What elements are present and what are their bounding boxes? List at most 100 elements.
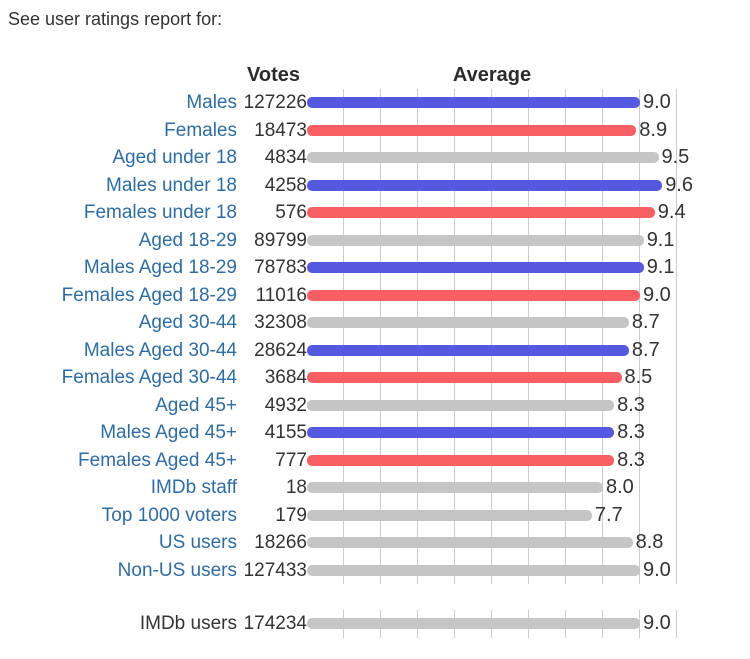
average-value: 9.0 [643, 612, 671, 634]
demographic-row: IMDb staff 18 8.0 [0, 474, 750, 502]
votes-value: 78783 [254, 257, 307, 278]
rating-bar-track: 9.0 [307, 89, 677, 117]
demographic-link[interactable]: Females Aged 45+ [78, 449, 237, 471]
demographic-link[interactable]: Males under 18 [106, 174, 237, 196]
demographic-row: Aged 30-44 32308 8.7 [0, 309, 750, 337]
rating-bar-female [307, 124, 637, 136]
table-gap [0, 584, 750, 610]
average-value: 9.1 [646, 256, 675, 278]
demographic-link[interactable]: US users [158, 532, 237, 553]
rating-bar-track: 8.9 [307, 116, 677, 144]
demographic-row: Females 18473 8.9 [0, 116, 750, 144]
demographic-link[interactable]: Top 1000 voters [101, 504, 237, 526]
votes-value: 127226 [243, 92, 307, 113]
demographic-link[interactable]: Males Aged 30-44 [83, 339, 237, 361]
rating-bar-track: 7.7 [307, 501, 677, 529]
demographic-row: Aged 18-29 89799 9.1 [0, 226, 750, 254]
demographic-link[interactable]: Non-US users [117, 559, 237, 581]
rating-bar-female [307, 454, 615, 466]
votes-value: 32308 [254, 312, 307, 333]
votes-value: 4258 [264, 174, 307, 196]
demographic-link[interactable]: Males Aged 18-29 [83, 257, 237, 278]
demographic-row: Females Aged 18-29 11016 9.0 [0, 281, 750, 309]
rating-bar-track: 9.6 [307, 171, 693, 199]
demographic-link[interactable]: Aged 30-44 [138, 312, 237, 333]
rating-bar-track: 8.7 [307, 336, 677, 364]
table-header-row: Votes Average [0, 61, 750, 89]
votes-value: 18 [285, 477, 307, 498]
rating-bar-track: 9.1 [307, 226, 677, 254]
demographic-row: Non-US users 127433 9.0 [0, 556, 750, 584]
average-column-header: Average [452, 63, 532, 86]
demographic-link[interactable]: Females under 18 [83, 202, 237, 223]
demographic-link[interactable]: Males Aged 45+ [100, 422, 237, 443]
average-value: 9.1 [646, 228, 675, 251]
average-value: 8.7 [631, 338, 660, 361]
votes-value: 777 [275, 449, 307, 471]
votes-value: 4155 [264, 422, 307, 443]
demographic-link[interactable]: Females Aged 18-29 [61, 284, 237, 306]
demographic-link[interactable]: Aged 18-29 [138, 229, 237, 251]
average-value: 9.0 [643, 91, 671, 113]
average-value: 8.3 [617, 421, 645, 443]
rating-bar-track: 8.3 [307, 419, 677, 447]
rating-bar-track: 8.5 [307, 364, 677, 392]
average-value: 8.3 [617, 393, 645, 416]
demographic-link[interactable]: Females Aged 30-44 [61, 367, 237, 388]
demographic-label: IMDb users [139, 613, 237, 634]
demographic-link[interactable]: Females [164, 119, 237, 141]
demographic-row: Males Aged 30-44 28624 8.7 [0, 336, 750, 364]
rating-bar-all [307, 509, 592, 521]
total-row-container: IMDb users 174234 9.0 [0, 610, 750, 638]
rating-bar-track: 9.0 [307, 556, 677, 584]
demographic-row: Females Aged 45+ 777 8.3 [0, 446, 750, 474]
rating-bar-all [307, 564, 640, 576]
demographic-link[interactable]: IMDb staff [150, 477, 237, 498]
demographic-link[interactable]: Aged under 18 [112, 147, 237, 168]
demographic-row: Males 127226 9.0 [0, 89, 750, 117]
rating-bar-track: 8.0 [307, 474, 677, 502]
rating-bar-track: 9.5 [307, 144, 689, 172]
demographic-link[interactable]: Males [186, 92, 237, 113]
rating-bar-track: 9.0 [307, 281, 677, 309]
demographic-link[interactable]: Aged 45+ [155, 394, 237, 416]
demographic-rows: Males 127226 9.0 Females 18473 8.9 Aged under … [0, 89, 750, 584]
demographic-row: Aged under 18 4834 9.5 [0, 144, 750, 172]
demographic-row: IMDb users 174234 9.0 [0, 610, 750, 638]
page-title: See user ratings report for: [8, 9, 223, 29]
votes-value: 89799 [254, 229, 307, 251]
demographic-row: Females Aged 30-44 3684 8.5 [0, 364, 750, 392]
rating-bar-male [307, 427, 615, 438]
votes-value: 174234 [243, 613, 307, 634]
rating-bar-male [307, 97, 640, 108]
votes-value: 3684 [264, 367, 307, 388]
votes-column-header: Votes [247, 63, 300, 86]
rating-bar-all [307, 234, 644, 246]
votes-value: 28624 [254, 339, 307, 361]
rating-bar-all [307, 317, 629, 328]
rating-bar-track: 9.1 [307, 254, 677, 282]
rating-bar-female [307, 289, 640, 301]
rating-bar-all [307, 152, 659, 163]
average-value: 8.3 [617, 448, 645, 471]
rating-bar-male [307, 344, 629, 356]
average-value: 9.0 [643, 283, 671, 306]
average-value: 9.5 [661, 146, 690, 168]
rating-bar-female [307, 207, 655, 218]
rating-bar-all [307, 399, 615, 411]
demographic-row: Top 1000 voters 179 7.7 [0, 501, 750, 529]
demographic-row: Aged 45+ 4932 8.3 [0, 391, 750, 419]
rating-bar-male [307, 262, 644, 273]
user-ratings-report-page: See user ratings report for: Votes Avera… [0, 9, 750, 638]
average-value: 8.5 [624, 366, 653, 388]
rating-bar-track: 8.3 [307, 446, 677, 474]
rating-bar-all [307, 482, 603, 493]
votes-value: 576 [275, 202, 307, 223]
rating-bar-track: 8.7 [307, 309, 677, 337]
rating-bar-female [307, 372, 622, 383]
votes-value: 4932 [264, 394, 307, 416]
demographic-row: US users 18266 8.8 [0, 529, 750, 557]
rating-bar-track: 8.8 [307, 529, 677, 557]
demographic-row: Males Aged 18-29 78783 9.1 [0, 254, 750, 282]
rating-bar-all [307, 618, 640, 629]
